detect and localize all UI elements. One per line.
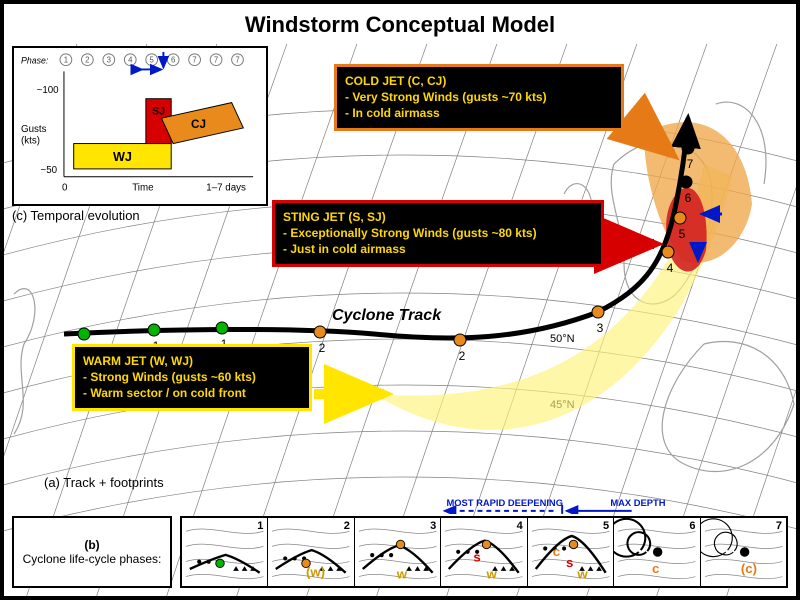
deepening-labels: MOST RAPID DEEPENING MAX DEPTH (180, 496, 788, 514)
label-a: (a) Track + footprints (44, 475, 164, 490)
diagram-title: Windstorm Conceptual Model (4, 12, 796, 38)
svg-text:Time: Time (132, 182, 153, 193)
label-b: (b) (84, 538, 99, 552)
svg-text:(c): (c) (740, 561, 756, 576)
svg-text:2: 2 (459, 349, 466, 363)
callout-warm-line2: - Warm sector / on cold front (83, 385, 301, 401)
label-b-box: (b) Cyclone life-cycle phases: (12, 516, 172, 588)
svg-text:7: 7 (192, 56, 196, 65)
inset-temporal-evolution: Gusts(kts) ~50 ~100 0 Time 1–7 days Phase: 1 2 3 4… (12, 46, 268, 206)
svg-text:(w): (w) (306, 565, 325, 580)
callout-sting-header: STING JET (S, SJ) (283, 209, 593, 225)
svg-text:c: c (552, 544, 559, 559)
callout-sting-line2: - Just in cold airmass (283, 241, 593, 257)
svg-text:7: 7 (235, 56, 239, 65)
svg-text:3: 3 (107, 56, 111, 65)
svg-text:Phase:: Phase: (21, 56, 49, 66)
svg-text:Gusts: Gusts (21, 124, 47, 135)
svg-text:c: c (652, 561, 659, 576)
phase-cell-3: w3 (354, 518, 440, 586)
svg-text:s: s (474, 549, 481, 564)
svg-text:3: 3 (597, 321, 604, 335)
phase-cell-1: 1 (182, 518, 267, 586)
svg-text:6: 6 (685, 191, 692, 205)
svg-text:WJ: WJ (113, 150, 132, 164)
diagram-frame: Windstorm Conceptual Model 45°N50°NCyclo… (0, 0, 800, 600)
callout-cold-jet: COLD JET (C, CJ) - Very Strong Winds (gu… (334, 64, 624, 131)
callout-warm-jet: WARM JET (W, WJ) - Strong Winds (gusts ~… (72, 344, 312, 411)
callout-warm-header: WARM JET (W, WJ) (83, 353, 301, 369)
svg-text:w: w (396, 566, 408, 581)
svg-text:CJ: CJ (191, 118, 206, 131)
svg-text:1: 1 (64, 56, 68, 65)
callout-cold-line1: - Very Strong Winds (gusts ~70 kts) (345, 89, 613, 105)
svg-text:~100: ~100 (37, 85, 60, 96)
callout-sting-line1: - Exceptionally Strong Winds (gusts ~80 … (283, 225, 593, 241)
callout-cold-header: COLD JET (C, CJ) (345, 73, 613, 89)
label-c: (c) Temporal evolution (12, 208, 140, 223)
svg-text:6: 6 (171, 56, 175, 65)
inset-svg: Gusts(kts) ~50 ~100 0 Time 1–7 days Phase: 1 2 3 4… (14, 48, 266, 204)
svg-text:2: 2 (85, 56, 89, 65)
svg-text:Cyclone Track: Cyclone Track (332, 307, 442, 324)
phase-cell-4: sw4 (440, 518, 526, 586)
phase-strip: 1(w)2w3sw4csw5c6(c)7 (180, 516, 788, 588)
svg-text:4: 4 (667, 261, 674, 275)
svg-text:5: 5 (150, 56, 155, 65)
svg-text:4: 4 (128, 56, 133, 65)
svg-text:7: 7 (687, 157, 694, 171)
phase-cell-5: csw5 (527, 518, 613, 586)
svg-text:w: w (576, 566, 588, 581)
svg-text:1–7 days: 1–7 days (206, 182, 246, 193)
svg-text:50°N: 50°N (550, 333, 575, 345)
callout-cold-line2: - In cold airmass (345, 105, 613, 121)
svg-text:7: 7 (214, 56, 218, 65)
svg-text:MAX DEPTH: MAX DEPTH (610, 498, 665, 508)
phase-cell-2: (w)2 (267, 518, 353, 586)
svg-text:5: 5 (679, 227, 686, 241)
svg-text:0: 0 (62, 182, 68, 193)
svg-text:(kts): (kts) (21, 136, 40, 147)
phase-cell-6: c6 (613, 518, 699, 586)
callout-sting-jet: STING JET (S, SJ) - Exceptionally Strong… (272, 200, 604, 267)
svg-text:MOST RAPID DEEPENING: MOST RAPID DEEPENING (446, 498, 563, 508)
phase-cell-7: (c)7 (700, 518, 786, 586)
callout-warm-line1: - Strong Winds (gusts ~60 kts) (83, 369, 301, 385)
label-b-text: Cyclone life-cycle phases: (23, 552, 162, 566)
svg-text:w: w (486, 566, 498, 581)
svg-text:~50: ~50 (41, 165, 58, 176)
svg-text:2: 2 (319, 341, 326, 355)
svg-text:s: s (566, 555, 573, 570)
svg-text:SJ: SJ (152, 105, 165, 117)
